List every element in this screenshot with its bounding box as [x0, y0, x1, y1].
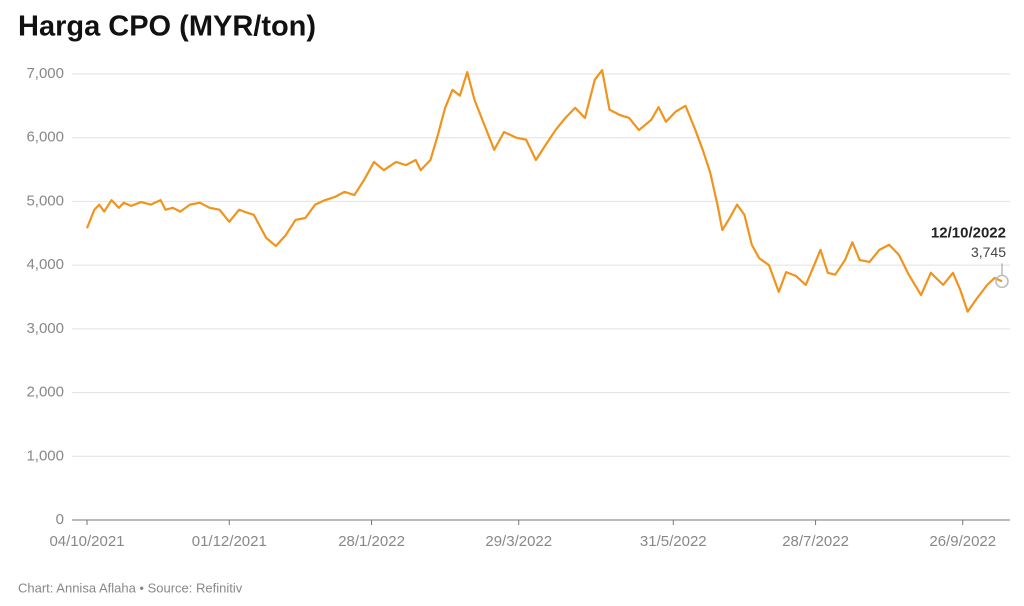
x-tick-label: 28/7/2022 [782, 533, 849, 550]
y-tick-label: 0 [56, 511, 64, 528]
annotation-date: 12/10/2022 [931, 224, 1006, 241]
x-tick-label: 29/3/2022 [485, 533, 552, 550]
annotation-marker [995, 274, 1009, 289]
chart-footer: Chart: Annisa Aflaha • Source: Refinitiv [18, 580, 243, 595]
y-tick-label: 7,000 [26, 65, 64, 82]
y-tick-label: 6,000 [26, 129, 64, 146]
y-tick-label: 3,000 [26, 320, 64, 337]
y-tick-label: 5,000 [26, 192, 64, 209]
y-tick-label: 4,000 [26, 256, 64, 273]
x-tick-label: 04/10/2021 [49, 533, 124, 550]
x-tick-label: 01/12/2021 [192, 533, 267, 550]
price-line [85, 69, 1003, 313]
x-tick-label: 28/1/2022 [338, 533, 405, 550]
y-tick-label: 1,000 [26, 447, 64, 464]
annotation-value: 3,745 [971, 244, 1006, 260]
y-tick-label: 2,000 [26, 384, 64, 401]
x-tick-label: 26/9/2022 [929, 533, 996, 550]
x-tick-label: 31/5/2022 [640, 533, 707, 550]
chart-title: Harga CPO (MYR/ton) [18, 11, 316, 43]
